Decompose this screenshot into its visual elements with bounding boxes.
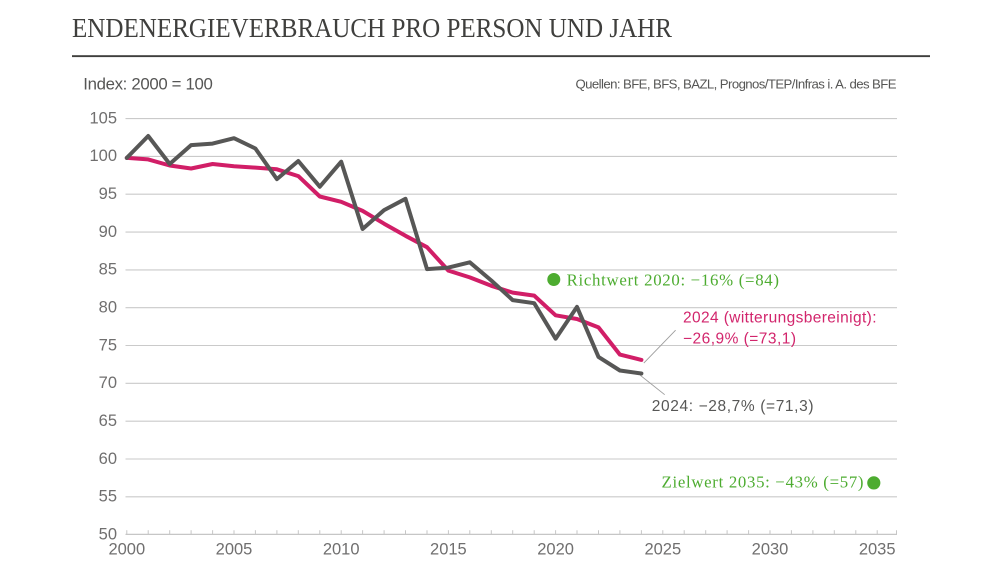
- svg-text:105: 105: [89, 109, 117, 127]
- svg-text:−26,9% (=73,1): −26,9% (=73,1): [683, 330, 796, 347]
- svg-text:55: 55: [99, 488, 117, 506]
- svg-text:2015: 2015: [430, 541, 467, 559]
- svg-text:Zielwert 2035: −43% (=57): Zielwert 2035: −43% (=57): [662, 473, 864, 492]
- svg-text:95: 95: [99, 185, 117, 203]
- svg-text:2035: 2035: [859, 541, 896, 559]
- svg-text:ENDENERGIEVERBRAUCH PRO PERSON: ENDENERGIEVERBRAUCH PRO PERSON UND JAHR: [72, 12, 673, 43]
- svg-text:85: 85: [99, 261, 117, 279]
- svg-text:70: 70: [99, 374, 117, 392]
- svg-text:2024: −28,7% (=71,3): 2024: −28,7% (=71,3): [652, 398, 814, 415]
- svg-text:Richtwert 2020: −16% (=84): Richtwert 2020: −16% (=84): [567, 271, 779, 290]
- svg-text:2020: 2020: [537, 541, 574, 559]
- svg-text:65: 65: [99, 412, 117, 430]
- svg-text:Quellen: BFE, BFS, BAZL, Progn: Quellen: BFE, BFS, BAZL, Prognos/TEP/Inf…: [576, 77, 897, 92]
- svg-text:90: 90: [99, 223, 117, 241]
- svg-text:2025: 2025: [644, 541, 681, 559]
- svg-text:60: 60: [99, 450, 117, 468]
- svg-text:75: 75: [99, 336, 117, 354]
- svg-text:2030: 2030: [752, 541, 789, 559]
- svg-text:2005: 2005: [216, 541, 253, 559]
- svg-text:2000: 2000: [108, 541, 145, 559]
- svg-text:50: 50: [99, 525, 117, 543]
- svg-text:Index: 2000 = 100: Index: 2000 = 100: [83, 74, 213, 93]
- svg-text:2010: 2010: [323, 541, 360, 559]
- svg-text:2024 (witterungsbereinigt):: 2024 (witterungsbereinigt):: [683, 310, 877, 327]
- svg-text:80: 80: [99, 299, 117, 317]
- svg-text:100: 100: [89, 147, 117, 165]
